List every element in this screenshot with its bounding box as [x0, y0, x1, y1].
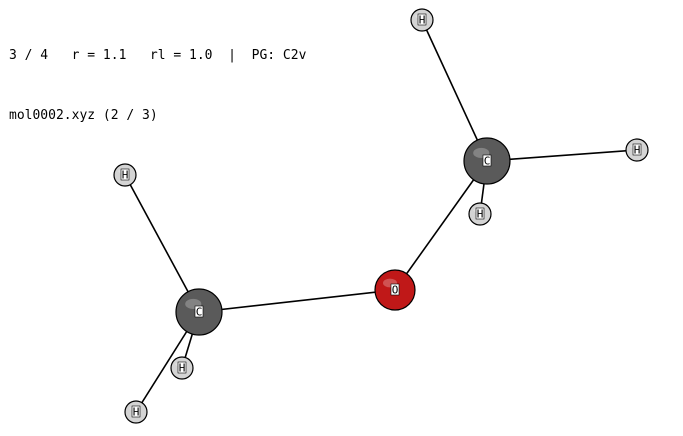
atom-label-box: [120, 168, 130, 181]
atom-label-box: [194, 305, 204, 318]
atom-label: C: [484, 155, 491, 168]
bond-layer: [124, 19, 638, 413]
bond-o1-c2: [394, 160, 488, 291]
atom-label: H: [179, 362, 186, 375]
atom-label: H: [122, 169, 129, 182]
bond-c1-h1: [124, 174, 200, 313]
atom-h2[interactable]: H: [170, 356, 194, 380]
atom-h5[interactable]: H: [468, 202, 492, 226]
bond-c1-o1: [198, 289, 396, 313]
atom-h6[interactable]: H: [625, 138, 649, 162]
atom-label-box: [390, 283, 400, 296]
filename-text: mol0002.xyz (2 / 3): [9, 108, 158, 123]
atom-label-box: [131, 405, 141, 418]
bond-c2-h6: [486, 149, 638, 162]
bond-c2-h4: [421, 19, 488, 162]
atom-c1[interactable]: C: [175, 288, 223, 336]
atom-label-box: [632, 143, 642, 156]
atom-label: H: [477, 208, 484, 221]
atom-label-box: [417, 13, 427, 26]
atom-label: O: [392, 284, 399, 297]
atom-label: H: [634, 144, 641, 157]
atom-label-box: [177, 361, 187, 374]
status-overlay: 3 / 4 r = 1.1 rl = 1.0 | PG: C2v mol0002…: [9, 6, 306, 146]
atom-h4[interactable]: H: [410, 8, 434, 32]
atom-h1[interactable]: H: [113, 163, 137, 187]
atom-c2[interactable]: C: [463, 137, 511, 185]
frame-info-text: 3 / 4 r = 1.1 rl = 1.0 | PG: C2v: [9, 48, 307, 63]
atom-label-box: [482, 154, 492, 167]
atom-h3[interactable]: H: [124, 400, 148, 424]
atom-o1[interactable]: O: [374, 269, 416, 311]
atom-label: H: [133, 406, 140, 419]
atom-label: H: [419, 14, 426, 27]
atom-label-box: [475, 207, 485, 220]
atom-layer: C C O H H H H H H: [113, 8, 649, 424]
atom-label: C: [196, 306, 203, 319]
